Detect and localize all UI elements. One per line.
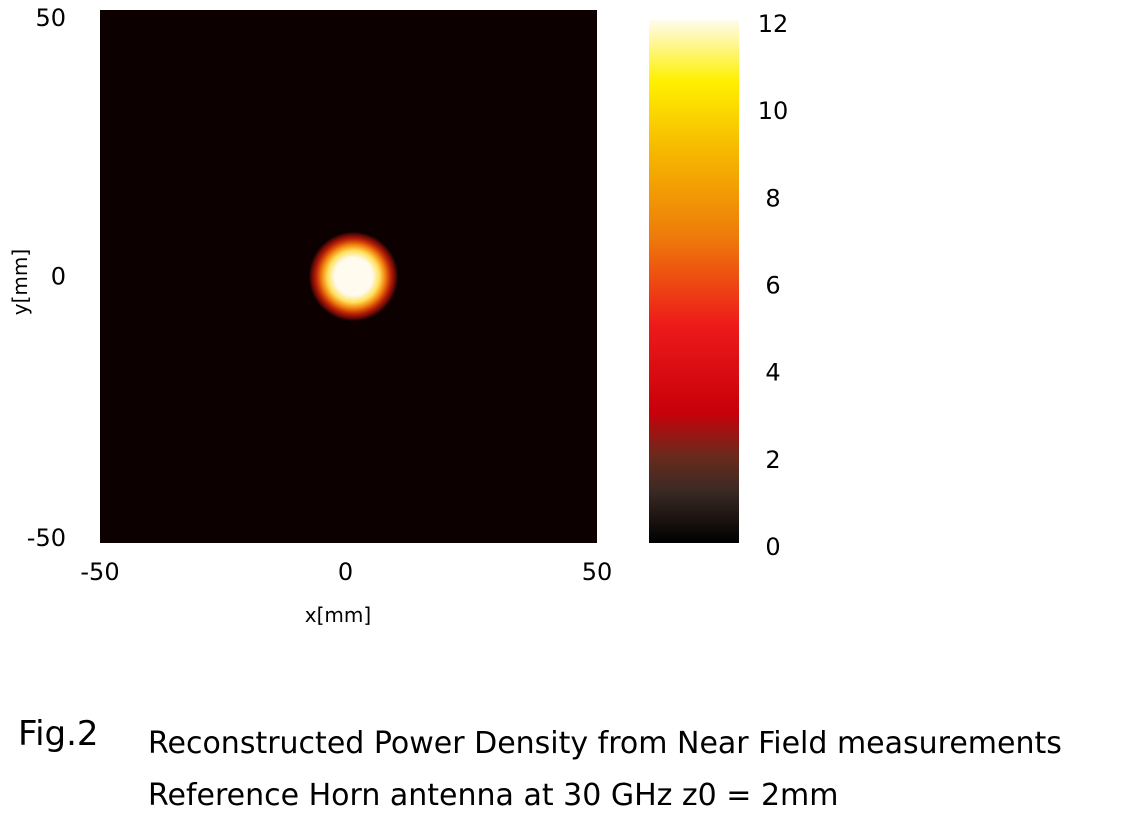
colorbar-tick-label: 0: [765, 533, 780, 561]
colorbar-tick-label: 4: [765, 359, 780, 387]
figure: 50 0 -50 -50 0 50 x[mm] y[mm] 12 10 8 6 …: [8, 4, 789, 627]
x-tick-label: -50: [80, 558, 119, 586]
heatmap-hot-spot: [308, 231, 399, 322]
colorbar-tick-label: 12: [758, 10, 789, 38]
y-axis-label: y[mm]: [8, 249, 32, 315]
caption-line-1: Reconstructed Power Density from Near Fi…: [148, 726, 1062, 761]
y-tick-label: -50: [27, 524, 66, 552]
figure-number: Fig.2: [18, 714, 99, 754]
colorbar-tick-label: 6: [765, 272, 780, 300]
colorbar-tick-label: 2: [765, 446, 780, 474]
x-axis-label: x[mm]: [305, 603, 371, 627]
colorbar: [649, 20, 739, 543]
y-tick-label: 50: [35, 4, 66, 32]
colorbar-tick-label: 10: [758, 97, 789, 125]
caption-line-2: Reference Horn antenna at 30 GHz z0 = 2m…: [148, 778, 839, 813]
y-tick-label: 0: [51, 263, 66, 291]
x-tick-label: 0: [338, 558, 353, 586]
x-tick-label: 50: [582, 558, 613, 586]
colorbar-tick-label: 8: [765, 184, 780, 212]
